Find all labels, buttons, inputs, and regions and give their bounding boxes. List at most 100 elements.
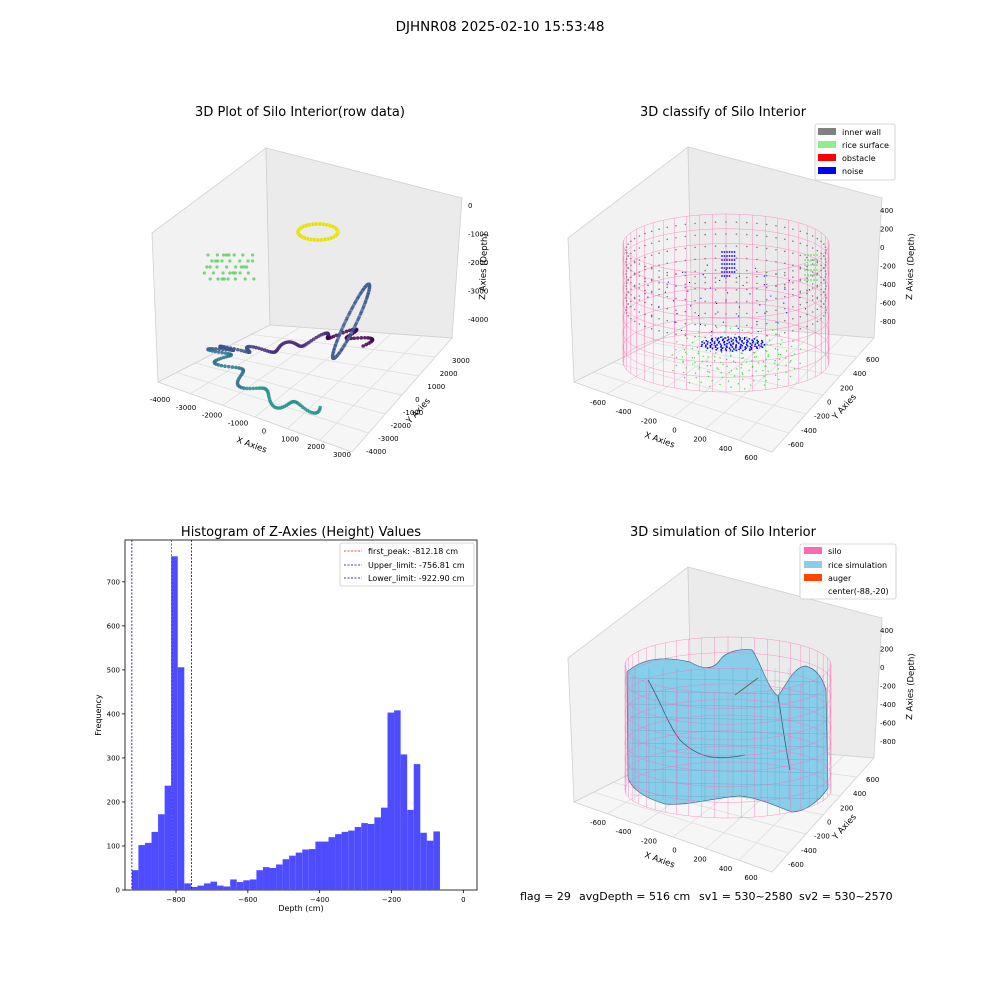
- rice-surface-point: [807, 254, 809, 256]
- histogram-bar: [184, 883, 191, 890]
- legend-label-obstacle: obstacle: [842, 154, 876, 163]
- inner-wall-point: [633, 308, 636, 311]
- noise-point: [749, 345, 752, 348]
- inner-wall-point: [765, 235, 768, 238]
- inner-wall-point: [792, 228, 794, 230]
- inner-wall-point: [825, 309, 827, 311]
- raw-point: [216, 277, 220, 281]
- inner-wall-point: [824, 270, 827, 272]
- inner-wall-point: [735, 269, 738, 271]
- inner-wall-point: [820, 276, 822, 279]
- noise-point: [728, 267, 731, 269]
- raw-point: [222, 253, 226, 257]
- rice-surface-point: [810, 264, 812, 266]
- rice-surface-point: [813, 264, 815, 266]
- noise-point: [716, 338, 719, 341]
- panel2-y-label: Y Axies: [830, 392, 859, 423]
- raw-point: [216, 350, 221, 354]
- rice-surface-point: [774, 362, 776, 364]
- rice-surface-point: [781, 339, 783, 341]
- raw-point: [318, 405, 322, 410]
- rice-surface-point: [790, 360, 792, 362]
- noise-point: [702, 274, 704, 276]
- inner-wall-point: [745, 281, 748, 284]
- rice-surface-point: [785, 350, 788, 352]
- rice-surface-point: [698, 335, 700, 338]
- inner-wall-point: [630, 269, 632, 272]
- inner-wall-point: [630, 276, 632, 279]
- noise-point: [711, 337, 713, 340]
- noise-point: [681, 271, 684, 274]
- rice-surface-point: [750, 333, 752, 335]
- legend-swatch-noise: [818, 167, 836, 174]
- inner-wall-point: [625, 285, 627, 287]
- rice-surface-point: [816, 274, 818, 276]
- inner-wall-point: [625, 258, 628, 260]
- inner-wall-point: [823, 279, 825, 281]
- inner-wall-point: [725, 257, 727, 259]
- noise-point: [701, 341, 703, 343]
- noise-point: [728, 271, 731, 273]
- histogram-legend: first_peak: -812.18 cm Upper_limit: -756…: [339, 542, 475, 587]
- inner-wall-point: [820, 288, 822, 291]
- footer-avg-depth: avgDepth = 516 cm: [579, 890, 690, 903]
- histogram-bar: [426, 840, 434, 890]
- noise-point: [705, 339, 708, 342]
- rice-surface-point: [763, 375, 765, 377]
- panel1-y-tick: -1000: [403, 409, 423, 417]
- rice-surface-point: [717, 368, 719, 371]
- inner-wall-point: [627, 267, 629, 269]
- rice-surface-point: [695, 377, 697, 379]
- raw-point: [232, 253, 236, 257]
- raw-point: [245, 386, 249, 391]
- rice-surface-point: [748, 369, 750, 372]
- inner-wall-point: [823, 255, 825, 257]
- legend-swatch-rice-simulation: [804, 561, 822, 568]
- histogram-bar: [256, 870, 263, 890]
- noise-point: [664, 291, 666, 293]
- inner-wall-point: [714, 337, 717, 339]
- inner-wall-point: [625, 297, 627, 299]
- inner-wall-point: [756, 275, 758, 278]
- inner-wall-point: [745, 245, 748, 248]
- rice-surface-point: [672, 369, 674, 372]
- inner-wall-point: [756, 287, 758, 290]
- noise-point: [733, 251, 736, 253]
- inner-wall-point: [644, 301, 646, 304]
- inner-wall-point: [745, 276, 748, 279]
- inner-wall-point: [799, 315, 802, 318]
- rice-surface-point: [691, 357, 693, 359]
- rice-surface-point: [785, 371, 787, 374]
- noise-point: [764, 312, 766, 314]
- p4-x-tick: -600: [590, 819, 606, 827]
- histogram-bar: [164, 785, 172, 890]
- inner-wall-point: [823, 243, 825, 245]
- inner-wall-point: [633, 249, 636, 252]
- rice-surface-point: [709, 364, 712, 367]
- inner-wall-point: [658, 288, 660, 290]
- legend-swatch-silo: [804, 547, 822, 554]
- panel2-silo-wireframe: [622, 213, 830, 393]
- inner-wall-point: [806, 244, 808, 247]
- noise-point: [742, 284, 744, 287]
- raw-point: [352, 336, 357, 341]
- inner-wall-point: [625, 264, 628, 266]
- rice-surface-point: [719, 357, 721, 359]
- p4-z-tick: 0: [880, 664, 884, 672]
- noise-point: [726, 346, 728, 349]
- inner-wall-point: [684, 259, 687, 262]
- noise-point: [726, 342, 728, 345]
- inner-wall-point: [658, 240, 660, 242]
- inner-wall-point: [756, 246, 758, 249]
- rice-surface-point: [810, 259, 812, 261]
- noise-point: [784, 288, 786, 290]
- noise-point: [799, 296, 801, 299]
- p4-y-tick: 0: [827, 819, 831, 827]
- rice-surface-point: [681, 356, 684, 358]
- inner-wall-point: [811, 259, 814, 261]
- rice-surface-point: [779, 344, 782, 346]
- histogram-y-tick: 300: [107, 754, 120, 762]
- inner-wall-point: [658, 294, 660, 296]
- inner-wall-point: [644, 313, 646, 316]
